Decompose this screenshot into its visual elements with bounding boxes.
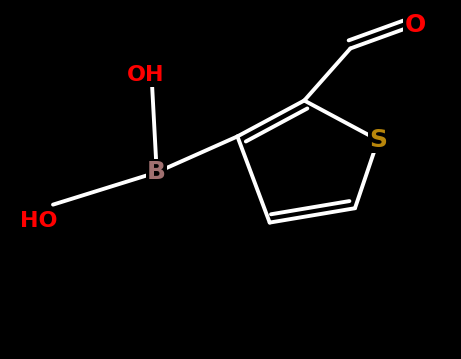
Text: S: S [369,128,387,152]
Text: B: B [147,160,166,184]
Text: O: O [404,13,426,37]
Text: OH: OH [126,65,164,85]
Text: HO: HO [20,211,58,231]
